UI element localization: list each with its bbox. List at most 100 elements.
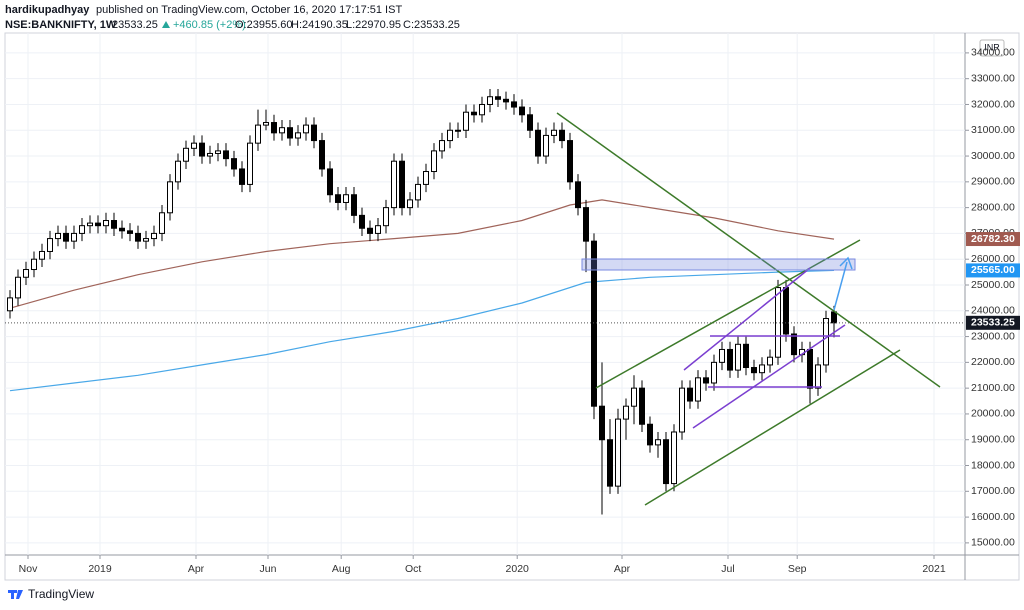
candle-body — [175, 160, 181, 183]
drawings — [556, 112, 941, 506]
candle-body — [255, 124, 261, 144]
x-tick-label: Apr — [188, 563, 205, 575]
candle-body — [487, 96, 493, 105]
candle-body — [415, 183, 421, 201]
channel-line — [683, 267, 811, 371]
candle-body — [79, 225, 85, 234]
x-tick-label: Sep — [788, 563, 807, 575]
candle-body — [687, 387, 693, 402]
close: C:23533.25 — [403, 19, 460, 31]
trend-line — [556, 112, 941, 388]
candle-body — [223, 150, 229, 160]
candle-body — [823, 318, 829, 366]
price-label-box — [966, 232, 1020, 247]
arrow — [833, 261, 848, 311]
candle-body — [543, 134, 549, 157]
plot — [5, 33, 965, 555]
candle-body — [775, 287, 781, 358]
low: L:22970.95 — [346, 19, 401, 31]
zone — [581, 258, 856, 271]
candle-body — [751, 367, 757, 374]
price-label: 23533.25 — [971, 317, 1015, 329]
y-tick-label: 21000.00 — [971, 382, 1015, 394]
candle-body — [591, 240, 597, 407]
frame — [4, 32, 1020, 581]
candle-body — [119, 227, 125, 232]
candle-body — [247, 142, 253, 185]
candle-body — [127, 230, 133, 234]
candle-body — [583, 207, 589, 242]
candle-body — [327, 168, 333, 196]
x-tick-label: Apr — [614, 563, 631, 575]
arrow-head — [839, 256, 853, 270]
candle-body — [191, 142, 197, 149]
candle-body — [607, 439, 613, 487]
published: published on TradingView.com, October 16… — [96, 4, 402, 16]
y-tick-label: 33000.00 — [971, 72, 1015, 84]
candle-body — [559, 129, 565, 142]
y-tick-label: 16000.00 — [971, 511, 1015, 523]
candle-body — [447, 129, 453, 142]
candle-body — [55, 232, 61, 240]
x-tick-label: Oct — [405, 563, 421, 575]
y-tick-label: 19000.00 — [971, 434, 1015, 446]
x-tick-label: 2021 — [922, 563, 946, 575]
price-label: 26782.30 — [971, 233, 1015, 245]
candle-body — [479, 103, 485, 116]
price-label-box — [966, 315, 1020, 330]
price-label: 25565.00 — [971, 264, 1015, 276]
candle-body — [199, 142, 205, 157]
candle-body — [95, 222, 101, 227]
candle-body — [295, 132, 301, 139]
candle-body — [103, 220, 109, 227]
candle-body — [695, 377, 701, 402]
open: O:23955.60 — [235, 19, 293, 31]
candle-body — [815, 364, 821, 389]
candle-body — [671, 431, 677, 485]
logo — [8, 590, 23, 599]
candle-body — [439, 140, 445, 152]
candle-body — [63, 232, 69, 242]
brand: TradingView — [28, 587, 94, 601]
candle-body — [631, 387, 637, 407]
candle-body — [423, 171, 429, 185]
moving-average — [9, 199, 835, 309]
candle-body — [599, 405, 605, 441]
candle-body — [647, 423, 653, 446]
candle-body — [23, 269, 29, 278]
author: hardikupadhyay — [5, 4, 90, 16]
candle-body — [623, 405, 629, 420]
candle-body — [679, 387, 685, 433]
y-tick-label: 18000.00 — [971, 459, 1015, 471]
candle-body — [151, 232, 157, 240]
candle-body — [71, 232, 77, 242]
x-tick-label: 2020 — [506, 563, 530, 575]
candle-body — [239, 168, 245, 185]
candle-body — [519, 106, 525, 116]
y-tick-label: 31000.00 — [971, 124, 1015, 136]
candle-body — [663, 439, 669, 485]
candle-body — [159, 212, 165, 234]
candle-body — [471, 111, 477, 116]
candle-body — [231, 158, 237, 170]
candle-body — [31, 258, 37, 271]
candle-body — [503, 98, 509, 103]
y-tick-label: 29000.00 — [971, 176, 1015, 188]
y-tick-label: 34000.00 — [971, 47, 1015, 59]
candle-body — [719, 348, 725, 363]
candle-body — [135, 232, 141, 242]
change: +460.85 (+2%) — [173, 19, 246, 31]
candle-body — [463, 111, 469, 131]
x-tick-label: Jun — [260, 563, 277, 575]
candle-body — [271, 122, 277, 134]
candle-body — [511, 101, 517, 108]
channel-line — [692, 324, 846, 429]
y-tick-label: 25000.00 — [971, 279, 1015, 291]
candle-body — [831, 311, 837, 324]
candle-body — [639, 387, 645, 425]
up-arrow — [162, 21, 170, 28]
candle-body — [383, 207, 389, 227]
candle-body — [143, 238, 149, 242]
